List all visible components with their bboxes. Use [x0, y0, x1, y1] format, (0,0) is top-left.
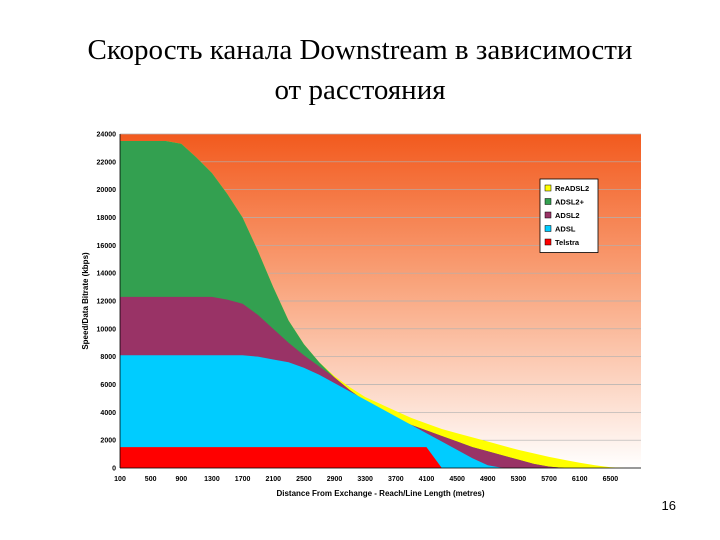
legend-label: ADSL2 — [555, 211, 580, 220]
y-tick-label: 10000 — [97, 326, 117, 333]
legend: ReADSL2 ADSL2+ ADSL2 ADSL Telstra — [539, 178, 599, 253]
y-tick-label: 2000 — [100, 438, 116, 445]
x-tick-label: 3700 — [388, 476, 404, 483]
slide-title: Скорость канала Downstream в зависимости… — [0, 30, 720, 110]
x-tick-label: 6500 — [603, 476, 619, 483]
legend-swatch — [544, 225, 552, 232]
bitrate-area-chart: 0 2000 4000 6000 8000 10000 12000 14000 16000 180… — [81, 132, 641, 498]
x-tick-label: 4100 — [419, 476, 435, 483]
x-tick-label: 500 — [145, 476, 157, 483]
y-tick-label: 12000 — [97, 299, 117, 306]
area-series — [120, 140, 641, 468]
x-tick-label: 900 — [175, 476, 187, 483]
x-tick-label: 1300 — [204, 476, 220, 483]
legend-swatch — [544, 238, 552, 246]
y-tick-label: 24000 — [97, 132, 117, 139]
legend-label: Telstra — [555, 238, 580, 247]
y-tick-label: 0 — [112, 466, 116, 473]
x-tick-label: 5700 — [541, 476, 557, 483]
x-tick-label: 1700 — [235, 476, 251, 483]
legend-swatch — [544, 184, 552, 192]
slide-title-line2: от расстояния — [274, 74, 446, 106]
y-tick-label: 8000 — [100, 354, 116, 361]
legend-label: ADSL — [555, 225, 576, 234]
legend-swatch — [544, 198, 552, 205]
x-tick-label: 4500 — [449, 476, 465, 483]
x-tick-label: 2500 — [296, 476, 312, 483]
slide-title-line1: Скорость канала Downstream в зависимости — [87, 34, 633, 66]
y-tick-label: 6000 — [100, 382, 116, 389]
y-tick-label: 22000 — [97, 159, 117, 166]
y-tick-label: 16000 — [97, 243, 117, 250]
y-tick-label: 4000 — [100, 410, 116, 417]
x-tick-label: 2100 — [265, 476, 281, 483]
area-telstra — [120, 447, 641, 468]
x-tick-label: 2900 — [327, 476, 343, 483]
x-tick-label: 4900 — [480, 476, 496, 483]
x-tick-labels: 100 500 900 1300 1700 2100 2500 2900 3300 3700 410… — [114, 476, 618, 483]
x-tick-label: 100 — [114, 476, 126, 483]
y-tick-labels: 0 2000 4000 6000 8000 10000 12000 14000 16000 180… — [97, 132, 117, 473]
x-tick-label: 6100 — [572, 476, 588, 483]
y-tick-label: 18000 — [97, 215, 117, 222]
y-axis-label: Speed/Data Bitrate (kbps) — [81, 252, 90, 350]
y-tick-label: 20000 — [97, 187, 117, 194]
area-adsl — [120, 355, 641, 468]
legend-swatch — [544, 211, 552, 219]
x-axis-label: Distance From Exchange - Reach/Line Leng… — [276, 489, 484, 498]
legend-label: ReADSL2 — [555, 184, 589, 193]
legend-label: ADSL2+ — [555, 198, 585, 207]
x-tick-label: 5300 — [511, 476, 527, 483]
axes — [119, 134, 641, 469]
page-number: 16 — [661, 498, 676, 513]
y-tick-label: 14000 — [97, 271, 117, 278]
x-tick-label: 3300 — [357, 476, 373, 483]
